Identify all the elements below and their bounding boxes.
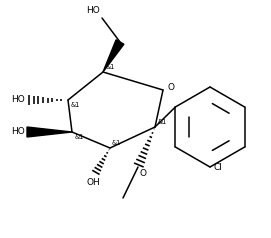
Text: O: O — [167, 84, 174, 93]
Text: &1: &1 — [112, 140, 121, 146]
Text: HO: HO — [86, 6, 100, 15]
Text: &1: &1 — [106, 64, 115, 70]
Text: &1: &1 — [75, 134, 84, 140]
Text: HO: HO — [11, 128, 25, 137]
Text: OH: OH — [86, 178, 100, 187]
Text: Cl: Cl — [214, 163, 223, 172]
Text: HO: HO — [11, 95, 25, 104]
Polygon shape — [27, 127, 72, 137]
Text: &1: &1 — [71, 102, 80, 108]
Text: &1: &1 — [158, 119, 167, 125]
Text: O: O — [140, 169, 147, 178]
Polygon shape — [103, 40, 124, 72]
